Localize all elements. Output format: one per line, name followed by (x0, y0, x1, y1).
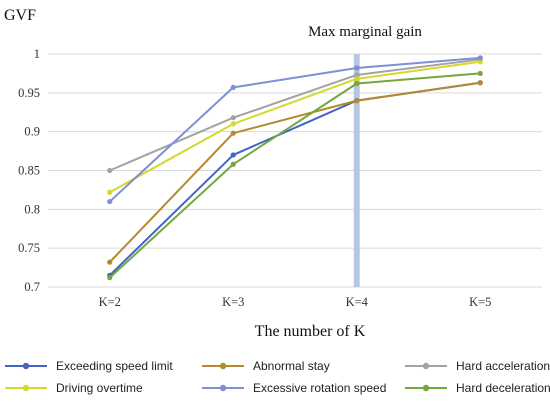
legend-label: Hard deceleration (456, 381, 550, 395)
data-point (354, 72, 360, 78)
series-line (109, 60, 481, 194)
legend-label: Driving overtime (56, 381, 143, 395)
x-tick-label: K=2 (99, 295, 121, 309)
data-point (107, 198, 113, 205)
annotation-group: Max marginal gain (308, 24, 422, 287)
series-hard-deceleration (107, 70, 483, 281)
y-tick-label: 0.75 (18, 241, 40, 255)
series-driving-overtime (107, 59, 483, 195)
gridlines (48, 53, 542, 288)
x-tick-label: K=4 (346, 295, 369, 309)
data-point (107, 259, 113, 265)
series-line (109, 81, 481, 277)
legend-item: Abnormal stay (202, 359, 330, 373)
legend-item: Excessive rotation speed (202, 381, 386, 395)
legend-item: Hard acceleration (405, 359, 550, 373)
legend-label: Excessive rotation speed (253, 381, 386, 395)
legend-item: Driving overtime (5, 381, 143, 395)
data-point (354, 98, 360, 104)
legend-item: Hard deceleration (405, 381, 550, 395)
y-tick-labels: 0.7 0.75 0.8 0.85 0.9 0.95 1 (18, 47, 40, 294)
data-point (230, 115, 236, 121)
data-point (107, 275, 113, 281)
data-point (230, 161, 236, 167)
data-point (477, 59, 483, 65)
data-point (354, 76, 360, 82)
x-tick-labels: K=2 K=3 K=4 K=5 (99, 295, 492, 309)
legend-marker (219, 362, 227, 370)
legend-item: Exceeding speed limit (5, 359, 173, 373)
y-tick-label: 0.8 (24, 202, 40, 216)
data-point (477, 70, 483, 77)
series-abnormal-stay (107, 80, 483, 265)
legend-label: Hard acceleration (456, 359, 550, 373)
legend-label: Exceeding speed limit (56, 359, 173, 373)
legend-marker (22, 384, 30, 392)
legend-label: Abnormal stay (253, 359, 330, 373)
x-tick-label: K=3 (222, 295, 244, 309)
legend-marker (422, 362, 430, 370)
data-point (477, 80, 483, 86)
y-tick-label: 1 (34, 47, 40, 61)
data-point (107, 189, 113, 195)
data-point (477, 55, 483, 61)
data-point (230, 84, 236, 90)
x-tick-label: K=5 (469, 295, 491, 309)
series-line (109, 56, 481, 203)
annotation-label: Max marginal gain (308, 24, 422, 40)
annotation-marker-band (353, 54, 360, 287)
series-excessive-rotation-speed (107, 55, 483, 205)
y-tick-label: 0.85 (18, 164, 40, 178)
legend-marker (22, 362, 30, 370)
series-line (109, 58, 481, 172)
series-lines (107, 55, 483, 281)
data-point (230, 130, 236, 136)
y-tick-label: 0.7 (24, 280, 40, 294)
legend-marker (422, 384, 430, 392)
data-point (107, 167, 113, 174)
x-axis-title: The number of K (255, 323, 366, 340)
data-point (230, 152, 236, 158)
legend: Exceeding speed limit Abnormal stay Hard a… (5, 359, 550, 395)
y-tick-label: 0.9 (24, 125, 40, 139)
data-point (230, 121, 236, 127)
data-point (354, 80, 360, 87)
y-tick-label: 0.95 (18, 86, 40, 100)
series-line (109, 72, 481, 279)
series-hard-acceleration (107, 56, 483, 174)
y-axis-title: GVF (4, 7, 36, 24)
data-point (354, 65, 360, 71)
series-line (109, 81, 481, 263)
legend-marker (219, 384, 227, 392)
